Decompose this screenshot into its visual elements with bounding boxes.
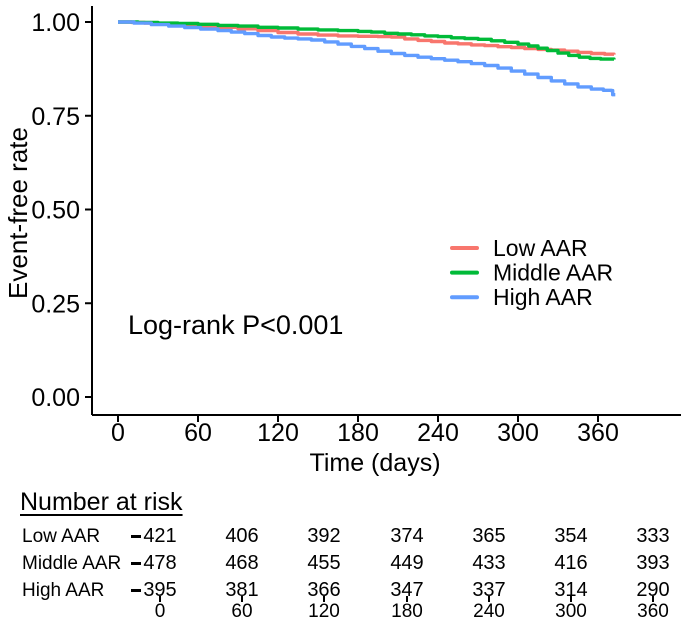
risk-axis-tick <box>241 596 243 602</box>
risk-count: 337 <box>472 579 506 601</box>
y-tick-label: 1.00 <box>31 9 80 37</box>
risk-count: 433 <box>472 552 506 574</box>
risk-row-label: High AAR <box>22 580 105 601</box>
x-tick-label: 240 <box>417 419 459 447</box>
risk-axis-tick <box>570 596 572 602</box>
y-tick-label: 0.25 <box>31 290 80 318</box>
x-tick-label: 0 <box>111 419 125 447</box>
y-tick-label: 0.50 <box>31 197 80 225</box>
x-tick-label: 300 <box>497 419 539 447</box>
risk-axis-label: 240 <box>473 601 505 622</box>
risk-count: 392 <box>307 525 341 547</box>
risk-count: 290 <box>636 579 670 601</box>
survival-curve-middle-aar <box>118 20 616 61</box>
axes: 0.00 0.25 0.50 0.75 1.00 0 60 120 180 240 300 360 <box>31 6 681 447</box>
risk-count: 354 <box>554 525 588 547</box>
risk-count: 393 <box>636 552 670 574</box>
y-tick-label: 0.75 <box>31 103 80 131</box>
risk-count: 333 <box>636 525 670 547</box>
risk-count: 468 <box>225 552 259 574</box>
risk-axis-tick <box>652 596 654 602</box>
x-tick-label: 120 <box>257 419 299 447</box>
risk-count: 365 <box>472 525 506 547</box>
risk-axis-tick <box>159 596 161 602</box>
risk-axis-label: 300 <box>555 601 587 622</box>
risk-count: 381 <box>225 579 259 601</box>
risk-count: 455 <box>307 552 341 574</box>
x-tick-label: 60 <box>184 419 212 447</box>
legend-label: Low AAR <box>493 235 588 261</box>
risk-count: 449 <box>390 552 424 574</box>
log-rank-annotation: Log-rank P<0.001 <box>128 310 343 340</box>
survival-plot: 0.00 0.25 0.50 0.75 1.00 0 60 120 180 240 300 360 L… <box>3 6 681 477</box>
risk-axis-label: 60 <box>231 601 253 622</box>
risk-count: 421 <box>143 525 177 547</box>
risk-axis-label: 0 <box>154 601 166 622</box>
risk-row-tick <box>131 589 141 592</box>
risk-count: 366 <box>307 579 341 601</box>
risk-row-tick <box>131 535 141 538</box>
risk-axis-tick <box>323 596 325 602</box>
x-axis-title: Time (days) <box>309 449 440 477</box>
legend-label: High AAR <box>493 284 593 310</box>
risk-row-tick <box>131 562 141 565</box>
risk-count: 406 <box>225 525 259 547</box>
x-tick-label: 360 <box>577 419 619 447</box>
survival-curve-high-aar <box>118 20 616 97</box>
y-axis-title: Event-free rate <box>3 127 33 299</box>
risk-count: 347 <box>390 579 424 601</box>
legend-label: Middle AAR <box>493 260 613 286</box>
risk-axis-label: 360 <box>637 601 669 622</box>
risk-count: 395 <box>143 579 177 601</box>
x-tick-label: 180 <box>337 419 379 447</box>
risk-table-heading: Number at risk <box>20 488 183 516</box>
risk-count: 374 <box>390 525 424 547</box>
risk-count: 314 <box>554 579 588 601</box>
risk-count: 416 <box>554 552 588 574</box>
risk-axis-label: 180 <box>391 601 423 622</box>
risk-row-label: Middle AAR <box>22 553 122 574</box>
risk-count: 478 <box>143 552 177 574</box>
risk-axis-tick <box>488 596 490 602</box>
survival-curves <box>118 20 616 97</box>
risk-axis-label: 120 <box>308 601 340 622</box>
y-tick-label: 0.00 <box>31 384 80 412</box>
risk-axis-tick <box>406 596 408 602</box>
risk-row-label: Low AAR <box>22 526 101 547</box>
